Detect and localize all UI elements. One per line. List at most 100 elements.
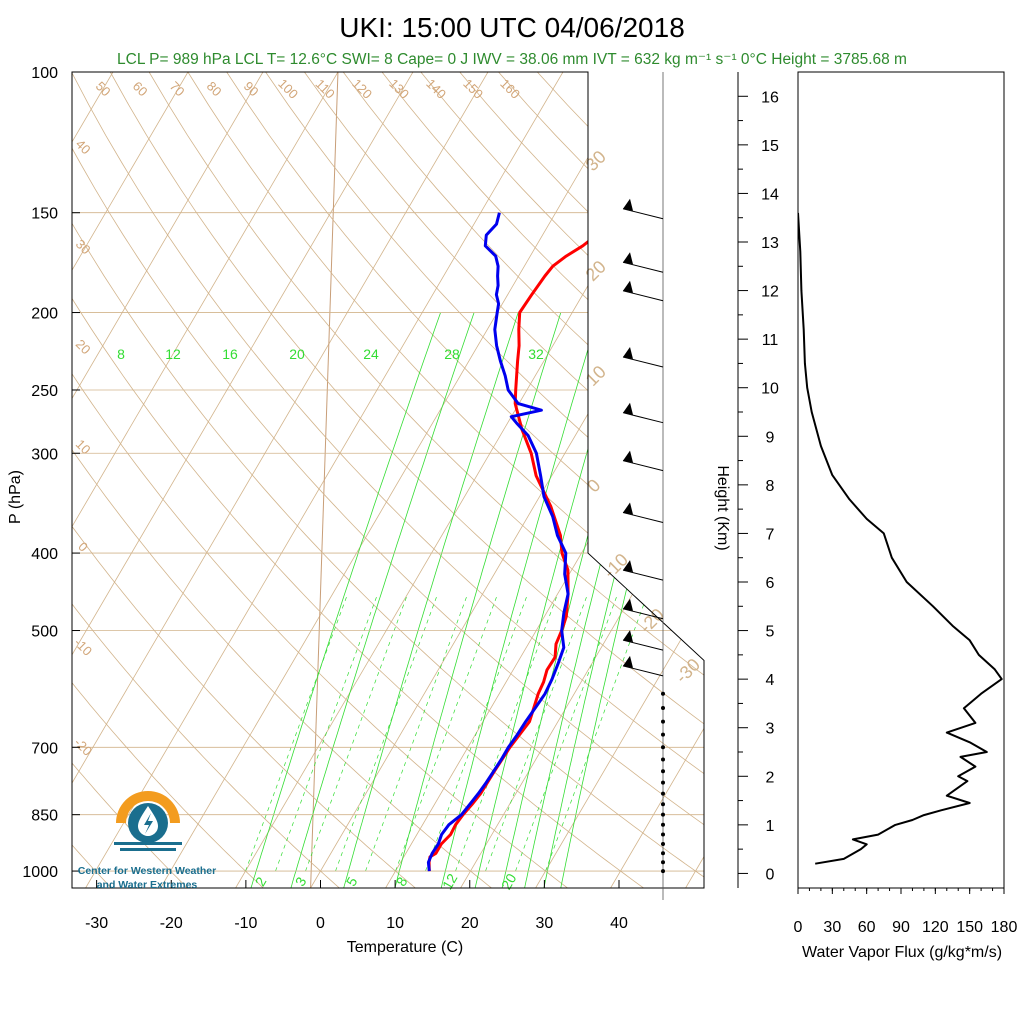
moist-adiabat <box>455 593 558 872</box>
wind-calm-dot <box>661 757 665 762</box>
isotherm-label: 90 <box>241 78 262 99</box>
flux-axis-label: Water Vapor Flux (g/kg*m/s) <box>802 944 1002 961</box>
isotherm-line <box>72 72 489 888</box>
y-tick-label: 700 <box>31 740 58 757</box>
x-tick-label: 0 <box>316 915 325 932</box>
isotherm-label: 60 <box>130 78 151 99</box>
mixing-ratio-line <box>343 312 519 888</box>
isotherm-line <box>460 72 704 888</box>
wind-barb <box>622 208 664 220</box>
isotherm-label: 160 <box>497 76 523 102</box>
isotherm-line <box>610 72 704 888</box>
isotherm-label: 50 <box>93 78 114 99</box>
flux-curve-line <box>798 212 1003 865</box>
moist-adiabat <box>485 593 588 872</box>
wind-calm-dot <box>661 732 665 737</box>
wind-pennant <box>623 402 633 415</box>
dry-adiabat <box>537 72 704 888</box>
dry-adiabat <box>187 72 704 888</box>
mixing-ratio-label-bottom: 5 <box>343 874 361 889</box>
sounding-profiles <box>426 211 626 872</box>
height-tick-label: 6 <box>766 575 775 592</box>
wind-barb-column <box>622 72 665 900</box>
wind-calm-dot <box>661 780 665 785</box>
height-tick-label: 13 <box>761 235 779 252</box>
moist-adiabat <box>545 593 648 872</box>
x-tick-label: 20 <box>461 915 479 932</box>
wind-calm-dot <box>661 769 665 774</box>
wind-pennant <box>623 252 633 265</box>
mixing-ratio-labels: 8 12 16 20 24 28 322 3 5 8 12 20 <box>117 346 544 892</box>
wind-barb <box>622 569 664 581</box>
mixing-ratio-label-top: 24 <box>363 346 379 362</box>
wind-barb <box>622 412 664 424</box>
dry-adiabat <box>72 72 704 888</box>
flux-x-tick-label: 30 <box>823 919 841 936</box>
mixing-ratio-label-bottom: 20 <box>498 871 520 893</box>
wind-barb <box>622 512 664 524</box>
dry-adiabat <box>72 72 644 888</box>
y-tick-label: 250 <box>31 383 58 400</box>
logo-wave-1 <box>114 842 182 845</box>
wind-calm-dot <box>661 705 665 710</box>
isotherm-line <box>72 72 414 888</box>
dry-adiabat <box>109 72 704 888</box>
isotherm-line <box>72 72 189 888</box>
y-tick-label: 400 <box>31 546 58 563</box>
mixing-ratio-label-bottom: 12 <box>439 871 461 893</box>
moist-adiabat <box>365 593 468 872</box>
wind-pennant <box>623 347 633 360</box>
dry-adiabat <box>72 72 568 888</box>
isotherm-lines <box>72 72 704 888</box>
mixing-ratio-line <box>440 312 600 888</box>
mixing-ratio-line <box>394 312 562 888</box>
adiabat-label-left: -10 <box>71 635 95 659</box>
flux-x-tick-label: 150 <box>956 919 983 936</box>
x-tick-label: -20 <box>160 915 183 932</box>
logo-text-line1: Center for Western Weather <box>78 865 216 877</box>
mixing-ratio-line <box>501 312 650 888</box>
lightning-icon <box>144 813 153 834</box>
x-tick-label: -30 <box>85 915 108 932</box>
height-tick-label: 5 <box>766 624 775 641</box>
wind-calm-dot <box>661 822 665 827</box>
logo-text-line2: and Water Extremes <box>97 879 198 891</box>
x-tick-label: 30 <box>535 915 553 932</box>
mixing-ratio-label-bottom: 3 <box>292 874 310 889</box>
dry-adiabat <box>226 72 704 888</box>
y-tick-label: 850 <box>31 808 58 825</box>
adiabat-label-right: 0 <box>583 475 604 496</box>
height-tick-label: 14 <box>761 186 779 203</box>
height-tick-label: 11 <box>762 332 779 349</box>
adiabat-label-right: 10 <box>582 362 610 390</box>
wind-barb <box>622 639 664 651</box>
x-tick-label: -10 <box>234 915 257 932</box>
skew-t-diagram: 50 60 70 80 90 100 110 120 130 140 150 160403020100… <box>7 65 705 956</box>
cw3e-logo: Center for Western Weather and Water Ext… <box>78 791 216 891</box>
temperature-axis-ticks: -30 -20 -10 0 10 20 30 40 <box>85 880 628 932</box>
wind-barb <box>622 665 664 677</box>
mixing-ratio-label-top: 12 <box>165 346 181 362</box>
height-tick-label: 3 <box>766 721 775 738</box>
y-tick-label: 150 <box>31 206 58 223</box>
isobar-lines <box>72 72 704 872</box>
height-tick-label: 15 <box>761 138 779 155</box>
pressure-axis-label: P (hPa) <box>7 470 24 524</box>
dry-adiabat <box>459 72 704 888</box>
wind-barb <box>622 261 664 273</box>
moist-adiabat <box>425 593 528 872</box>
wind-pennant <box>623 198 633 211</box>
water-vapor-flux-panel: 0 30 60 90 120 150 180 01234567891011121314151… <box>714 71 1017 961</box>
isotherm-line <box>72 72 264 888</box>
chart-subtitle: LCL P= 989 hPa LCL T= 12.6°C SWI= 8 Cape… <box>117 51 907 68</box>
flux-x-tick-label: 60 <box>858 919 876 936</box>
logo-sun-arc <box>116 791 180 823</box>
y-tick-label: 500 <box>31 624 58 641</box>
wind-pennant <box>623 502 633 515</box>
dry-adiabat <box>72 72 704 888</box>
height-tick-label: 9 <box>766 429 775 446</box>
dewpoint-profile-line <box>426 212 570 872</box>
x-tick-label: 10 <box>386 915 404 932</box>
moist-adiabat <box>305 593 408 872</box>
mixing-ratio-label-bottom: 2 <box>252 874 270 889</box>
